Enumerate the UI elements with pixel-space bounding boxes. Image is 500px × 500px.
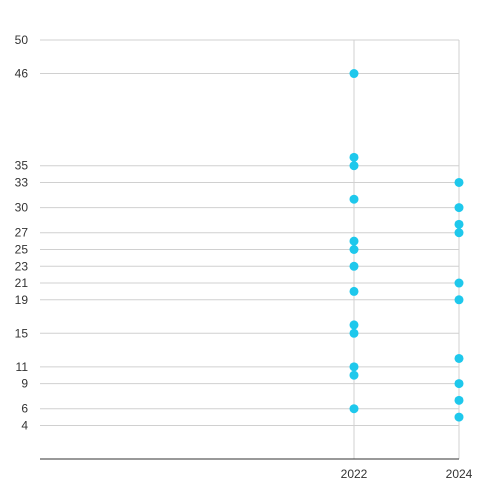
- y-tick-label: 9: [21, 377, 28, 391]
- data-point: [454, 228, 464, 238]
- y-tick-label: 19: [15, 293, 29, 307]
- y-tick-label: 4: [21, 418, 28, 432]
- data-point: [349, 328, 359, 338]
- y-tick-label: 25: [15, 243, 29, 257]
- data-point: [349, 161, 359, 171]
- grid-layer: [40, 39, 460, 459]
- y-tick-label: 50: [15, 33, 29, 47]
- data-point: [454, 219, 464, 229]
- data-point: [349, 152, 359, 162]
- data-point: [454, 395, 464, 405]
- y-tick-label: 27: [15, 226, 29, 240]
- x-tick-label: 2024: [446, 467, 473, 481]
- data-point: [349, 320, 359, 330]
- data-point: [454, 412, 464, 422]
- y-tick-label: 6: [21, 402, 28, 416]
- y-tick-label: 30: [15, 201, 29, 215]
- y-tick-label: 46: [15, 67, 29, 81]
- y-tick-label: 35: [15, 159, 29, 173]
- data-point: [454, 278, 464, 288]
- data-point: [349, 245, 359, 254]
- data-point: [349, 236, 359, 246]
- data-point: [349, 69, 359, 79]
- y-tick-label: 23: [15, 259, 29, 273]
- points-layer: [349, 69, 464, 422]
- data-point: [454, 379, 464, 389]
- x-tick-label: 2022: [341, 467, 368, 481]
- y-tick-label: 33: [15, 175, 29, 189]
- y-tick-label: 11: [16, 360, 29, 374]
- data-point: [349, 286, 359, 296]
- data-point: [349, 404, 359, 414]
- data-point: [454, 353, 464, 363]
- data-point: [349, 370, 359, 380]
- data-point: [349, 261, 359, 271]
- data-point: [454, 295, 464, 305]
- data-point: [349, 362, 359, 372]
- data-point: [454, 177, 464, 187]
- y-tick-label: 21: [15, 276, 29, 290]
- data-point: [454, 203, 464, 213]
- data-point: [349, 194, 359, 204]
- y-tick-label: 15: [15, 326, 29, 340]
